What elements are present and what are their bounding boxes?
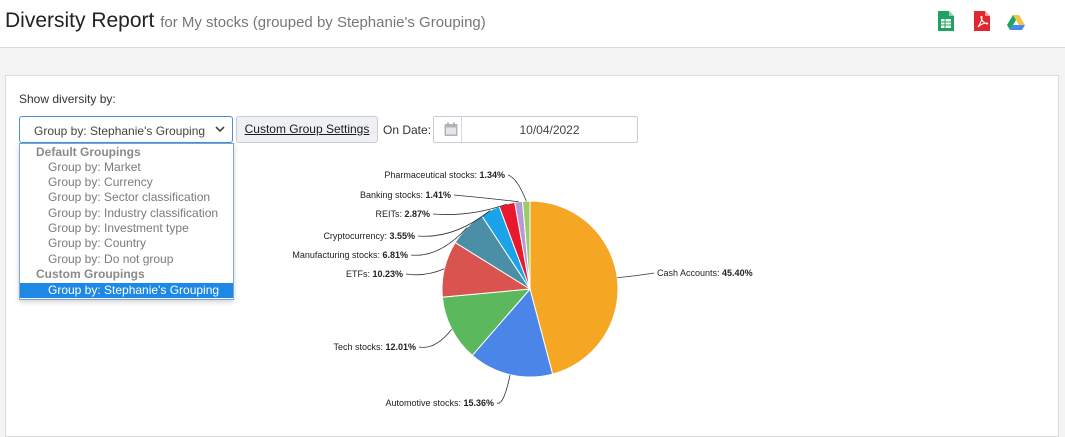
pie-leader-line — [617, 272, 655, 278]
pie-leader-line — [405, 268, 445, 276]
group-by-select-value: Group by: Stephanie's Grouping — [34, 124, 206, 138]
pie-leader-line — [453, 194, 519, 203]
page-title-text: Diversity Report — [5, 9, 155, 32]
dropdown-option-stephanies-grouping[interactable]: Group by: Stephanie's Grouping — [20, 283, 233, 298]
dropdown-option-country[interactable]: Group by: Country — [48, 236, 147, 250]
pie-slice-tech-stocks[interactable] — [441, 288, 532, 357]
chevron-down-icon — [214, 123, 226, 138]
pie-label-reits: REITs: 2.87% — [375, 209, 430, 219]
pie-slice-automotive-stocks[interactable] — [471, 287, 554, 378]
pie-label-tech-stocks: Tech stocks: 12.01% — [333, 342, 416, 352]
pdf-icon[interactable] — [973, 10, 991, 37]
date-value: 10/04/2022 — [519, 123, 580, 137]
spreadsheet-icon[interactable] — [937, 10, 955, 37]
pie-leader-line — [507, 174, 527, 202]
dropdown-heading-default: Default Groupings — [36, 145, 141, 159]
date-field-divider — [461, 117, 462, 142]
pie-label-cash-accounts: Cash Accounts: 45.40% — [657, 268, 753, 278]
diversity-pie-chart: Cash Accounts: 45.40% Automotive stocks: … — [292, 170, 753, 408]
report-header: Diversity Report for My stocks (grouped … — [0, 0, 1065, 48]
calendar-icon[interactable] — [444, 122, 458, 142]
dropdown-option-do-not-group[interactable]: Group by: Do not group — [48, 252, 174, 266]
group-by-dropdown: Default Groupings Group by: Market Group… — [19, 143, 234, 300]
pie-label-banking-stocks: Banking stocks: 1.41% — [360, 190, 451, 200]
pie-label-etfs: ETFs: 10.23% — [346, 269, 403, 279]
pie-label-cryptocurrency: Cryptocurrency: 3.55% — [323, 231, 415, 241]
pie-leader-line — [418, 328, 453, 348]
pie-leader-line — [417, 210, 491, 237]
dropdown-option-sector[interactable]: Group by: Sector classification — [48, 190, 211, 204]
dropdown-option-market[interactable]: Group by: Market — [48, 160, 141, 174]
group-by-select[interactable]: Group by: Stephanie's Grouping — [19, 116, 233, 143]
on-date-label: On Date: — [383, 123, 432, 137]
pie-leader-line — [432, 203, 508, 215]
date-field[interactable]: 10/04/2022 — [433, 116, 638, 143]
custom-group-settings-button[interactable]: Custom Group Settings — [236, 116, 378, 143]
pie-leader-line — [496, 374, 511, 404]
dropdown-option-investment-type[interactable]: Group by: Investment type — [48, 221, 189, 235]
show-diversity-label: Show diversity by: — [19, 92, 116, 106]
pie-label-automotive-stocks: Automotive stocks: 15.36% — [385, 398, 494, 408]
dropdown-option-industry[interactable]: Group by: Industry classification — [48, 206, 219, 220]
dropdown-option-currency[interactable]: Group by: Currency — [48, 175, 153, 189]
pie-leader-line — [410, 227, 468, 256]
pie-label-manufacturing-stocks: Manufacturing stocks: 6.81% — [292, 250, 408, 260]
page-title: Diversity Report for My stocks (grouped … — [5, 9, 486, 33]
page-subtitle: for My stocks (grouped by Stephanie's Gr… — [160, 14, 486, 31]
pie-slice-cash-accounts[interactable] — [529, 200, 619, 375]
pie-label-pharmaceutical-stocks: Pharmaceutical stocks: 1.34% — [384, 170, 505, 180]
google-drive-icon[interactable] — [1007, 14, 1025, 35]
dropdown-heading-custom: Custom Groupings — [36, 267, 145, 281]
